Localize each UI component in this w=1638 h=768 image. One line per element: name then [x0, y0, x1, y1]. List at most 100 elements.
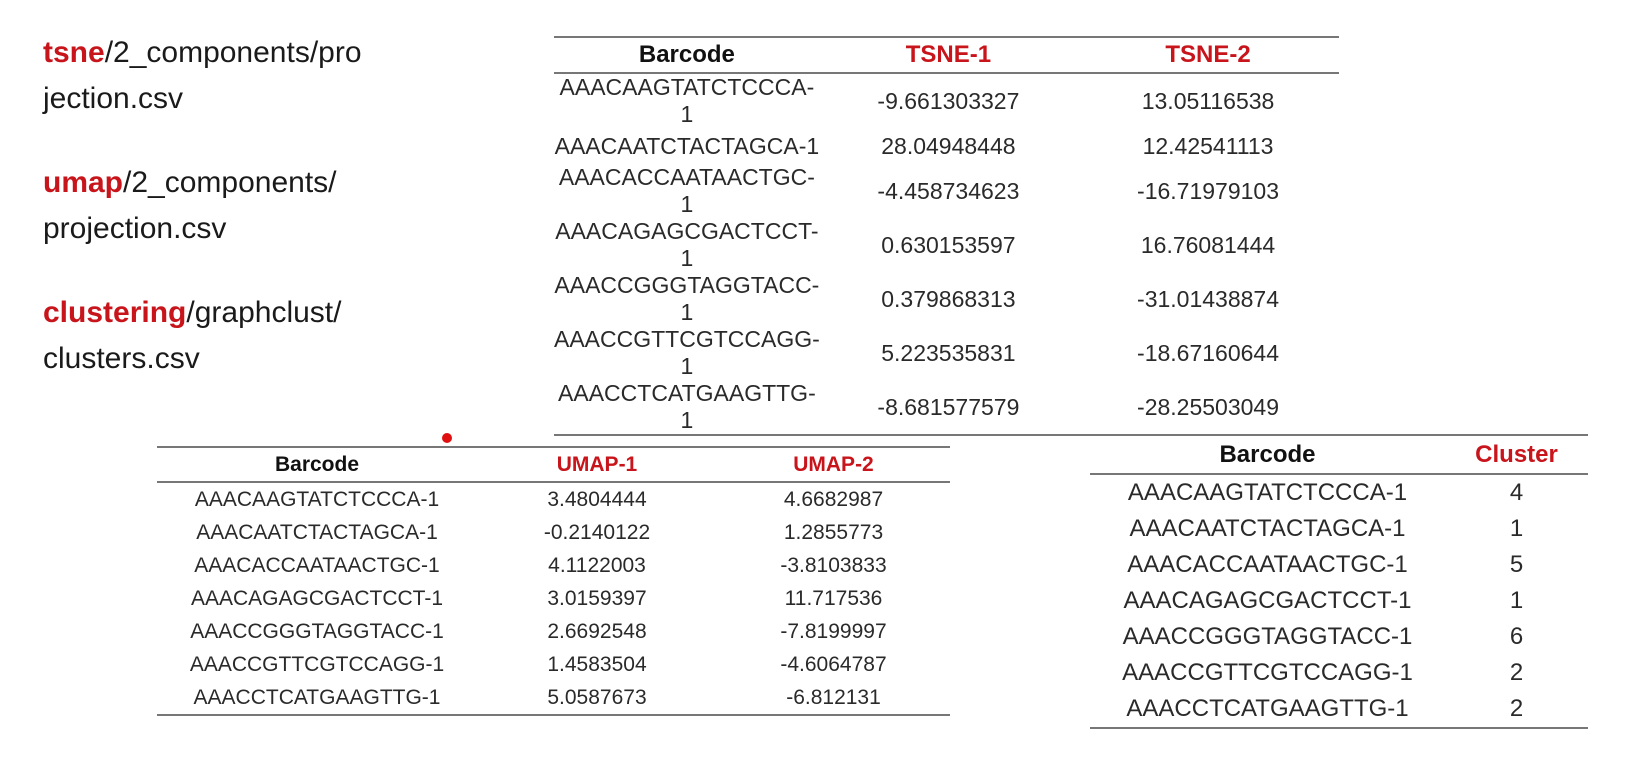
table-header-row: Barcode Cluster	[1090, 434, 1588, 475]
column-header-cluster: Cluster	[1445, 434, 1588, 475]
barcode-cell: AAACCTCATGAAGTTG-1	[1090, 691, 1445, 729]
tsne-1-cell: -8.681577579	[819, 380, 1078, 436]
barcode-cell: AAACCTCATGAAGTTG-1	[554, 380, 820, 436]
barcode-cell: AAACAAGTATCTCCCA-1	[1127, 479, 1408, 506]
barcode-cell: AAACAATCTACTAGCA-1	[554, 132, 820, 159]
cluster-cell: 1	[1509, 587, 1524, 614]
table-row: AAACCTCATGAAGTTG-1 5.0587673 -6.812131	[157, 681, 950, 716]
tsne-1-cell: 0.630153597	[881, 231, 1016, 258]
umap-2-cell: 11.717536	[784, 586, 883, 610]
table-row: AAACAGAGCGACTCCT-1 1	[1090, 583, 1588, 619]
tsne-2-cell: 13.05116538	[1141, 87, 1275, 114]
tsne-2-cell: -28.25503049	[1077, 380, 1339, 436]
umap-2-cell: 4.6682987	[783, 487, 884, 511]
tsne-2-cell: 16.76081444	[1140, 231, 1276, 258]
table-row: AAACCTCATGAAGTTG-1 -8.681577579 -28.2550…	[554, 380, 1339, 436]
umap-1-cell: -0.2140122	[543, 520, 651, 544]
table-row: AAACAAGTATCTCCCA-1 4	[1090, 474, 1588, 511]
table-row: AAACACCAATAACTGC-1 4.1122003 -3.8103833	[157, 549, 950, 582]
table-row: AAACCGTTCGTCCAGG-1 1.4583504 -4.6064787	[157, 648, 950, 681]
umap-1-cell: 4.1122003	[548, 553, 646, 577]
table-row: AAACCTCATGAAGTTG-1 2	[1090, 691, 1588, 729]
cluster-cell: 1	[1509, 515, 1524, 542]
umap-2-cell: 1.2855773	[783, 520, 884, 544]
tsne-2-cell: -16.71979103	[1137, 177, 1279, 204]
tsne-projection-table: Barcode TSNE-1 TSNE-2 AAACAAGTATCTCCCA-1…	[554, 36, 1339, 436]
file-path-list: tsne/2_components/pro jection.csv umap/2…	[43, 30, 483, 420]
path-keyword: tsne	[43, 36, 105, 69]
barcode-cell: AAACAGAGCGACTCCT-1	[555, 218, 819, 271]
cluster-assignment-table: Barcode Cluster AAACAAGTATCTCCCA-1 4 AAA…	[1090, 434, 1588, 729]
path-entry-clustering: clustering/graphclust/ clusters.csv	[43, 290, 483, 382]
table-row: AAACACCAATAACTGC-1 5	[1090, 547, 1588, 583]
barcode-cell: AAACAATCTACTAGCA-1	[1129, 515, 1406, 542]
barcode-cell: AAACCTCATGAAGTTG-1	[157, 681, 477, 716]
table-row: AAACCGGGTAGGTACC-1 6	[1090, 619, 1588, 655]
column-header-barcode: Barcode	[1090, 434, 1445, 475]
tsne-2-cell: -31.01438874	[1137, 285, 1279, 312]
table-row: AAACAATCTACTAGCA-1 1	[1090, 511, 1588, 547]
table-row: AAACCGGGTAGGTACC-1 2.6692548 -7.8199997	[157, 615, 950, 648]
tsne-1-cell: 28.04948448	[881, 132, 1016, 159]
umap-2-cell: -4.6064787	[780, 652, 887, 676]
cluster-cell: 4	[1509, 479, 1524, 506]
column-header-umap-1: UMAP-1	[477, 446, 717, 483]
umap-1-cell: 3.4804444	[547, 487, 647, 511]
column-header-tsne-2: TSNE-2	[1077, 36, 1339, 74]
tsne-1-cell: -4.458734623	[877, 177, 1020, 204]
path-rest: /2_components/pro	[104, 36, 362, 69]
path-keyword: umap	[43, 166, 124, 199]
table-row: AAACAATCTACTAGCA-1 28.04948448 12.425411…	[554, 128, 1339, 164]
umap-2-cell: -3.8103833	[780, 553, 887, 577]
cluster-cell: 6	[1509, 623, 1524, 650]
umap-projection-table: Barcode UMAP-1 UMAP-2 AAACAAGTATCTCCCA-1…	[157, 446, 950, 716]
tsne-2-cell: 12.42541113	[1142, 132, 1274, 159]
table-row: AAACACCAATAACTGC-1 -4.458734623 -16.7197…	[554, 164, 1339, 218]
umap-2-cell: -7.8199997	[780, 619, 887, 643]
barcode-cell: AAACCGGGTAGGTACC-1	[190, 619, 444, 643]
table-row: AAACAGAGCGACTCCT-1 0.630153597 16.760814…	[554, 218, 1339, 272]
path-entry-umap: umap/2_components/ projection.csv	[43, 160, 483, 252]
table-row: AAACAATCTACTAGCA-1 -0.2140122 1.2855773	[157, 516, 950, 549]
table-row: AAACAAGTATCTCCCA-1 -9.661303327 13.05116…	[554, 73, 1339, 128]
path-entry-tsne: tsne/2_components/pro jection.csv	[43, 30, 483, 122]
table-row: AAACCGGGTAGGTACC-1 0.379868313 -31.01438…	[554, 272, 1339, 326]
laser-pointer-dot	[442, 433, 452, 443]
table-header-row: Barcode TSNE-1 TSNE-2	[554, 36, 1339, 74]
umap-1-cell: 1.4583504	[547, 652, 647, 676]
cluster-cell: 2	[1509, 659, 1524, 686]
tsne-2-cell: -18.67160644	[1137, 339, 1279, 366]
barcode-cell: AAACAGAGCGACTCCT-1	[1123, 587, 1412, 614]
barcode-cell: AAACCGGGTAGGTACC-1	[554, 272, 820, 325]
tsne-1-cell: 0.379868313	[881, 285, 1016, 312]
umap-1-cell: 5.0587673	[477, 681, 717, 716]
path-line2: jection.csv	[43, 82, 184, 115]
barcode-cell: AAACAAGTATCTCCCA-1	[559, 74, 815, 127]
table-row: AAACCGTTCGTCCAGG-1 2	[1090, 655, 1588, 691]
barcode-cell: AAACCGTTCGTCCAGG-1	[1122, 659, 1413, 686]
tsne-1-cell: -9.661303327	[877, 87, 1020, 114]
path-rest: /graphclust/	[186, 296, 342, 329]
barcode-cell: AAACACCAATAACTGC-1	[194, 553, 440, 577]
table-row: AAACAAGTATCTCCCA-1 3.4804444 4.6682987	[157, 482, 950, 516]
path-rest: /2_components/	[123, 166, 337, 199]
cluster-cell: 5	[1509, 551, 1524, 578]
path-line2: projection.csv	[43, 212, 227, 245]
barcode-cell: AAACAGAGCGACTCCT-1	[190, 586, 444, 610]
column-header-umap-2: UMAP-2	[717, 446, 950, 483]
column-header-tsne-1: TSNE-1	[819, 36, 1078, 74]
table-header-row: Barcode UMAP-1 UMAP-2	[157, 446, 950, 483]
table-row: AAACAGAGCGACTCCT-1 3.0159397 11.717536	[157, 582, 950, 615]
cluster-cell: 2	[1445, 691, 1588, 729]
barcode-cell: AAACAAGTATCTCCCA-1	[194, 487, 440, 511]
umap-1-cell: 3.0159397	[547, 586, 647, 610]
barcode-cell: AAACACCAATAACTGC-1	[1127, 551, 1408, 578]
barcode-cell: AAACACCAATAACTGC-1	[558, 164, 815, 217]
table-row: AAACCGTTCGTCCAGG-1 5.223535831 -18.67160…	[554, 326, 1339, 380]
column-header-barcode: Barcode	[554, 36, 820, 74]
barcode-cell: AAACCGTTCGTCCAGG-1	[554, 326, 820, 379]
column-header-barcode: Barcode	[157, 446, 477, 483]
path-keyword: clustering	[43, 296, 187, 329]
tsne-1-cell: 5.223535831	[881, 339, 1016, 366]
barcode-cell: AAACCGGGTAGGTACC-1	[1122, 623, 1413, 650]
